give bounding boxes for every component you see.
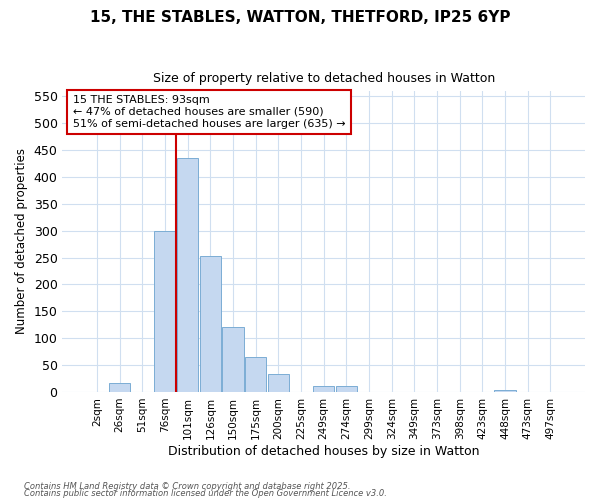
Text: Contains HM Land Registry data © Crown copyright and database right 2025.: Contains HM Land Registry data © Crown c… bbox=[24, 482, 350, 491]
Bar bbox=[200, 256, 221, 392]
Bar bbox=[335, 386, 357, 392]
Bar bbox=[177, 158, 199, 392]
X-axis label: Distribution of detached houses by size in Watton: Distribution of detached houses by size … bbox=[168, 444, 479, 458]
Bar bbox=[109, 383, 130, 392]
Bar bbox=[313, 386, 334, 392]
Y-axis label: Number of detached properties: Number of detached properties bbox=[15, 148, 28, 334]
Text: 15 THE STABLES: 93sqm
← 47% of detached houses are smaller (590)
51% of semi-det: 15 THE STABLES: 93sqm ← 47% of detached … bbox=[73, 96, 346, 128]
Bar bbox=[154, 230, 176, 392]
Bar bbox=[494, 390, 516, 392]
Bar bbox=[222, 328, 244, 392]
Bar bbox=[268, 374, 289, 392]
Title: Size of property relative to detached houses in Watton: Size of property relative to detached ho… bbox=[152, 72, 495, 86]
Text: Contains public sector information licensed under the Open Government Licence v3: Contains public sector information licen… bbox=[24, 490, 387, 498]
Bar bbox=[245, 357, 266, 392]
Text: 15, THE STABLES, WATTON, THETFORD, IP25 6YP: 15, THE STABLES, WATTON, THETFORD, IP25 … bbox=[90, 10, 510, 25]
